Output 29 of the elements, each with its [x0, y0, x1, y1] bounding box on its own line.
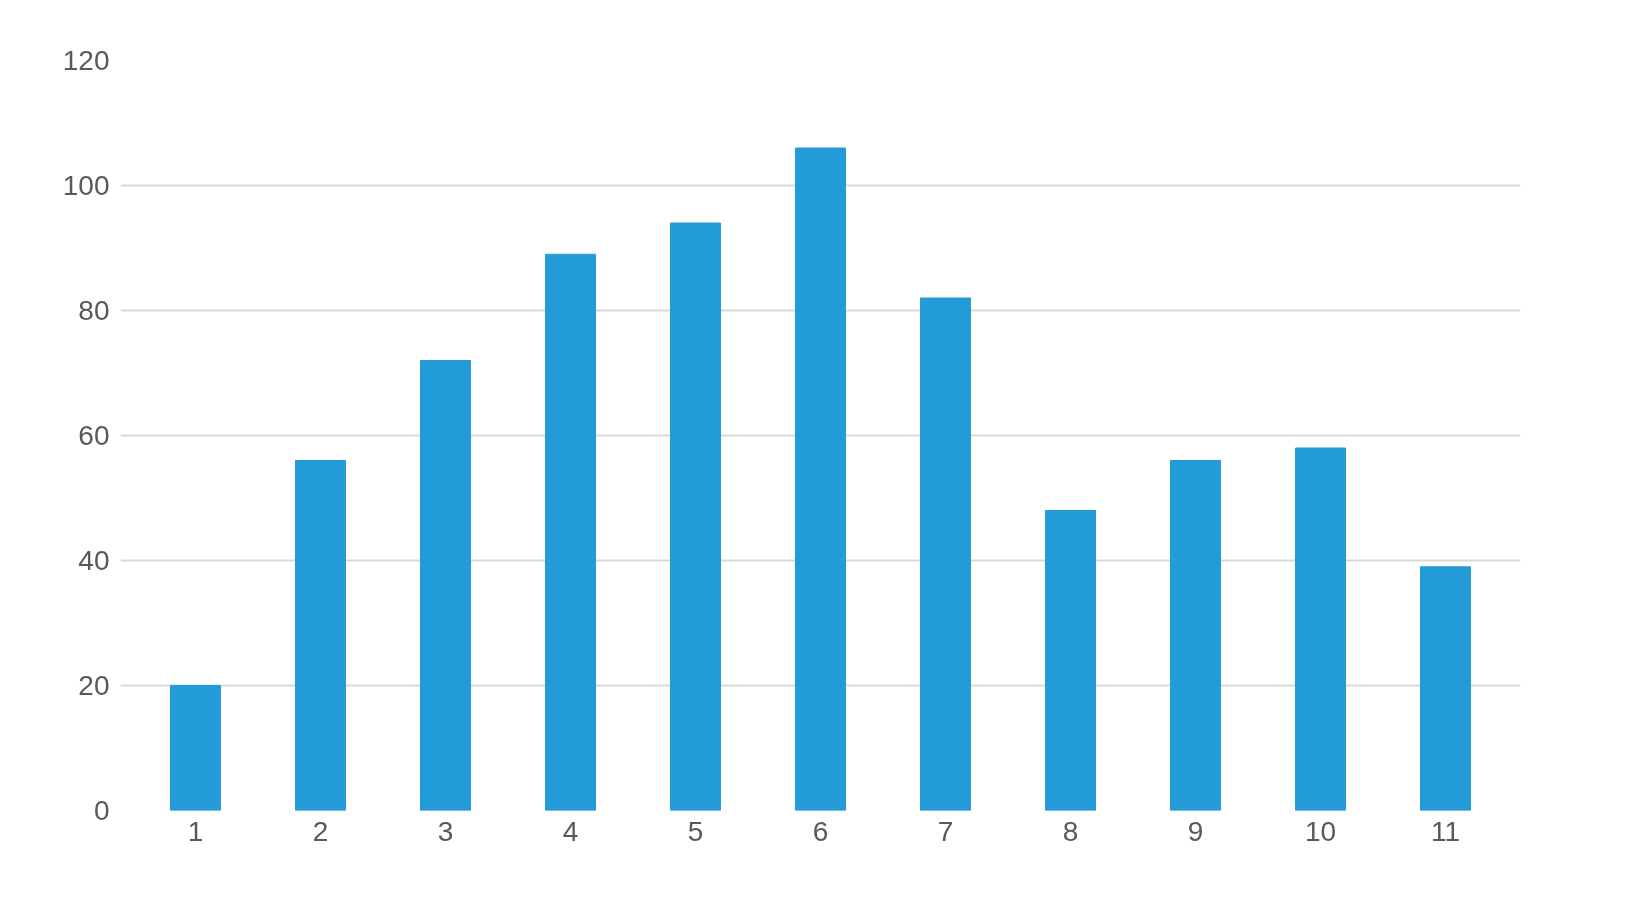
bar: [420, 360, 471, 811]
bar: [920, 297, 971, 811]
x-tick-label: 4: [562, 815, 579, 847]
bar: [795, 147, 846, 811]
x-tick-label: 11: [1430, 815, 1461, 847]
bar: [1420, 566, 1471, 811]
x-tick-label: 1: [187, 815, 204, 847]
bar: [1045, 510, 1096, 811]
bar: [1295, 447, 1346, 811]
y-tick-label: 100: [62, 170, 110, 201]
y-tick-label: 60: [78, 420, 110, 451]
x-tick-label: 8: [1062, 815, 1079, 847]
x-tick-label: 3: [437, 815, 454, 847]
bar: [545, 253, 596, 811]
x-tick-label: 9: [1187, 815, 1204, 847]
y-tick-label: 0: [93, 795, 110, 826]
y-tick-label: 120: [62, 45, 110, 76]
bar: [295, 460, 346, 811]
y-tick-label: 40: [78, 545, 110, 576]
x-tick-label: 10: [1304, 815, 1337, 847]
x-tick-label: 2: [312, 815, 329, 847]
bar: [170, 685, 221, 811]
bar: [670, 222, 721, 811]
y-tick-label: 80: [78, 295, 110, 326]
x-tick-label: 7: [937, 815, 954, 847]
x-tick-label: 5: [687, 815, 704, 847]
y-tick-label: 20: [78, 670, 110, 701]
bar: [1170, 460, 1221, 811]
x-tick-label: 6: [812, 815, 829, 847]
